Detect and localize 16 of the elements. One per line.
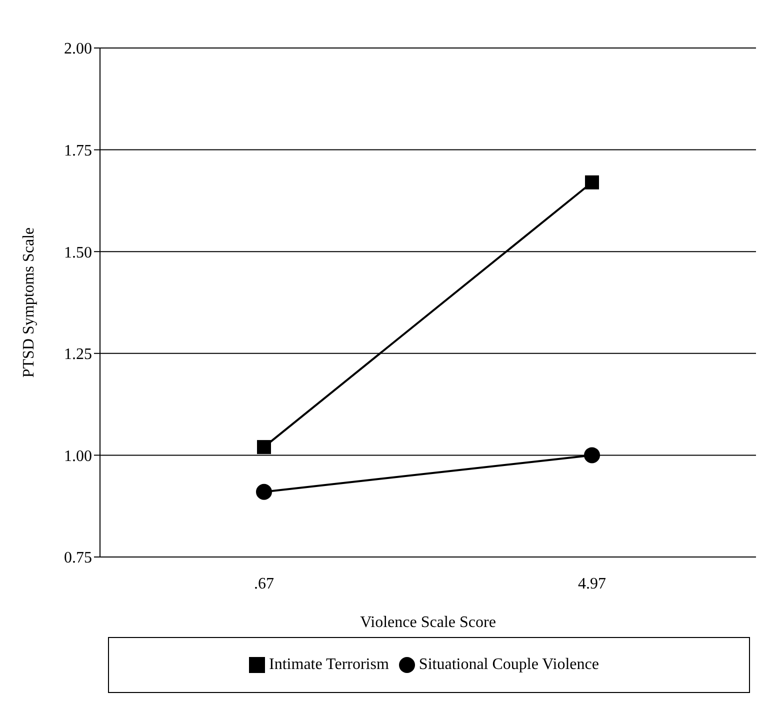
y-tick-label: 1.75 <box>64 142 92 160</box>
legend-label: Intimate Terrorism <box>269 656 389 673</box>
y-tick-label: 0.75 <box>64 550 92 567</box>
x-tick-label: .67 <box>254 575 274 592</box>
y-tick-label: 1.00 <box>64 448 92 465</box>
x-axis-title: Violence Scale Score <box>360 614 496 631</box>
y-tick-label: 1.25 <box>64 346 92 364</box>
y-tick-label: 2.00 <box>64 40 92 58</box>
point <box>585 175 599 190</box>
y-tick-label: 1.50 <box>64 244 92 262</box>
legend-label: Situational Couple Violence <box>418 656 599 673</box>
y-axis-title: PTSD Symptoms Scale <box>20 227 38 378</box>
point <box>257 440 271 454</box>
point <box>584 447 600 464</box>
point <box>256 484 272 500</box>
x-tick-label: 4.97 <box>578 575 606 592</box>
